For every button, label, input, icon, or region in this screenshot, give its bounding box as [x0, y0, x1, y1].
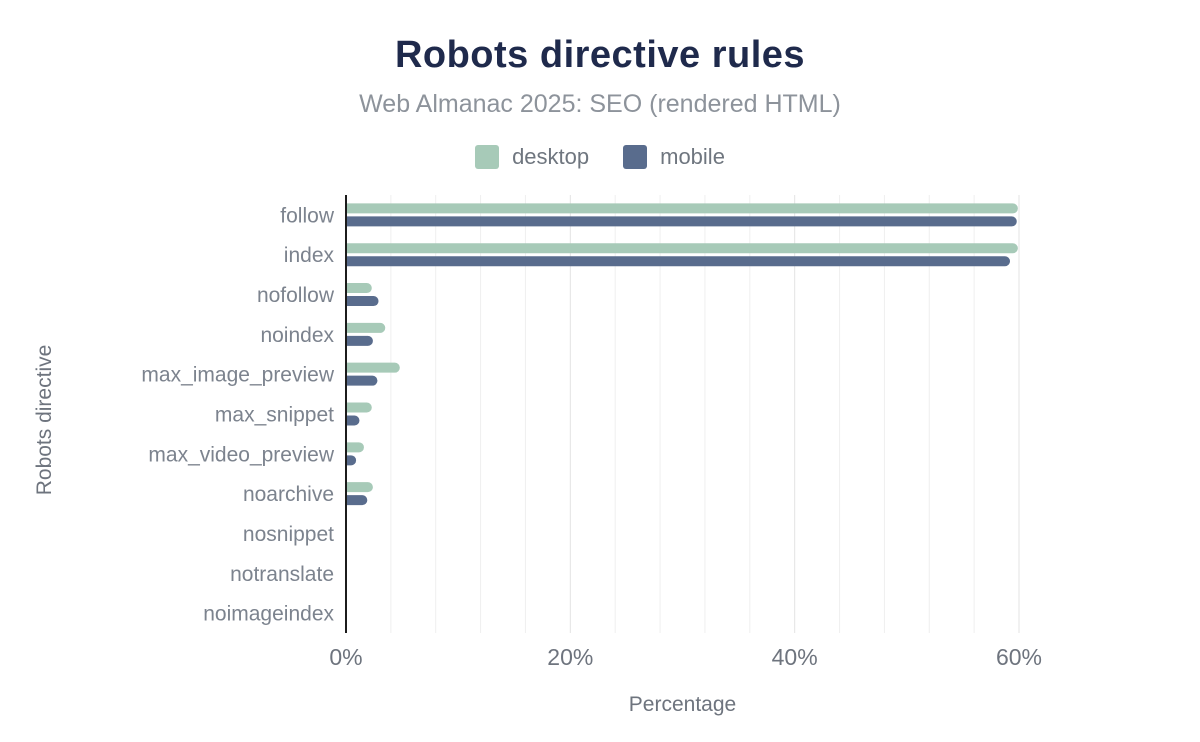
legend-label-desktop: desktop [512, 144, 590, 169]
category-label-max_snippet: max_snippet [215, 404, 334, 427]
bar-desktop-nofollow [347, 283, 372, 294]
bar-mobile-noindex [347, 335, 373, 346]
legend-item-mobile: mobile [623, 144, 725, 170]
bar-mobile-max_snippet [347, 415, 360, 426]
chart-subtitle: Web Almanac 2025: SEO (rendered HTML) [359, 90, 841, 118]
category-label-nosnippet: nosnippet [243, 523, 334, 546]
category-label-noarchive: noarchive [243, 483, 334, 506]
x-tick-label-0: 0% [329, 644, 362, 670]
bar-mobile-max_video_preview [347, 455, 357, 466]
category-label-index: index [284, 244, 335, 267]
bar-desktop-max_image_preview [347, 362, 400, 373]
bar-desktop-noarchive [347, 482, 373, 493]
bar-desktop-noindex [347, 322, 386, 333]
bar-desktop-follow [347, 203, 1018, 214]
bar-mobile-index [347, 256, 1011, 267]
bar-mobile-max_image_preview [347, 375, 378, 386]
x-tick-label-20: 20% [547, 644, 593, 670]
category-label-nofollow: nofollow [257, 284, 335, 307]
x-tick-label-40: 40% [772, 644, 818, 670]
bar-mobile-noarchive [347, 495, 368, 506]
category-label-noimageindex: noimageindex [203, 603, 334, 626]
legend-swatch-desktop-icon [475, 145, 500, 169]
category-label-max_image_preview: max_image_preview [141, 364, 334, 387]
bar-desktop-index [347, 243, 1018, 254]
bar-desktop-max_video_preview [347, 442, 364, 453]
x-tick-label-60: 60% [996, 644, 1042, 670]
legend-swatch-mobile-icon [623, 145, 648, 169]
y-axis-title: Robots directive [33, 345, 56, 496]
bar-chart: follow index nofollow noindex max_image_prev… [33, 195, 1042, 716]
bar-mobile-follow [347, 216, 1017, 227]
legend-item-desktop: desktop [475, 144, 589, 170]
x-axis-title: Percentage [629, 693, 736, 716]
legend-label-mobile: mobile [660, 144, 725, 169]
legend: desktop mobile [0, 144, 1200, 170]
category-label-max_video_preview: max_video_preview [148, 443, 334, 466]
category-label-noindex: noindex [260, 324, 334, 347]
bar-mobile-nofollow [347, 296, 379, 307]
bar-desktop-max_snippet [347, 402, 372, 413]
category-label-notranslate: notranslate [230, 563, 334, 586]
chart-title: Robots directive rules [394, 34, 806, 76]
category-label-follow: follow [280, 204, 335, 227]
